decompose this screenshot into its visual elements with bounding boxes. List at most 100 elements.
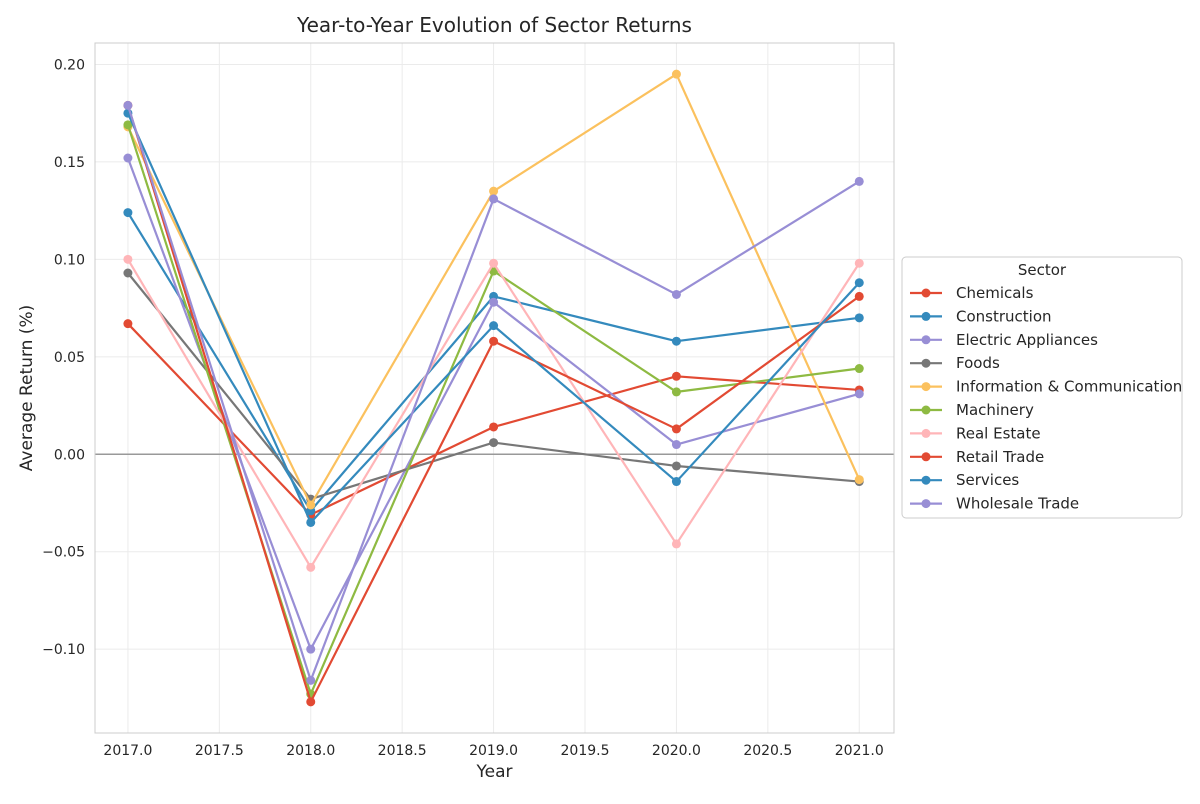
legend-label: Wholesale Trade — [956, 495, 1079, 513]
legend-item: Electric Appliances — [910, 331, 1098, 349]
data-point — [306, 697, 316, 707]
legend-item: Retail Trade — [910, 448, 1044, 466]
series-wholesale-trade — [123, 100, 864, 685]
legend-label: Services — [956, 471, 1019, 489]
chart-title: Year-to-Year Evolution of Sector Returns — [296, 13, 692, 37]
legend-item: Chemicals — [910, 284, 1034, 302]
data-point — [854, 389, 864, 399]
data-point — [854, 258, 864, 268]
legend-swatch-marker — [921, 405, 931, 415]
data-point — [489, 321, 499, 331]
legend-item: Machinery — [910, 401, 1034, 419]
y-tick-labels: −0.10 −0.05 0.00 0.05 0.10 0.15 0.20 — [42, 57, 85, 658]
data-point — [671, 440, 681, 450]
x-axis-label: Year — [476, 762, 513, 782]
x-tick-label: 2020.0 — [652, 743, 701, 759]
y-axis-label: Average Return (%) — [17, 305, 37, 471]
legend-items: Chemicals Construction Electric Appliances… — [910, 284, 1182, 513]
legend-label: Electric Appliances — [956, 331, 1098, 349]
data-point — [489, 194, 499, 204]
data-point — [854, 291, 864, 301]
legend-label: Chemicals — [956, 284, 1034, 302]
x-tick-label: 2019.5 — [561, 743, 610, 759]
x-tick-label: 2017.5 — [195, 743, 244, 759]
x-tick-label: 2018.5 — [378, 743, 427, 759]
data-point — [306, 644, 316, 654]
data-point — [489, 438, 499, 448]
legend-item: Real Estate — [910, 424, 1041, 442]
legend-label: Machinery — [956, 401, 1034, 419]
x-tick-label: 2021.0 — [835, 743, 884, 759]
legend-label: Information & Communication — [956, 378, 1182, 396]
legend-title: Sector — [1018, 261, 1067, 279]
legend-swatch-marker — [921, 475, 931, 485]
legend-swatch-marker — [921, 335, 931, 345]
data-point — [854, 475, 864, 485]
data-point — [123, 120, 133, 130]
data-point — [671, 477, 681, 487]
x-tick-label: 2020.5 — [743, 743, 792, 759]
y-tick-label: −0.10 — [42, 642, 85, 658]
legend-swatch-marker — [921, 428, 931, 438]
x-tick-label: 2018.0 — [286, 743, 335, 759]
plot-frame — [94, 42, 895, 734]
legend-swatch-marker — [921, 358, 931, 368]
legend: Sector Chemicals Construction Electric App… — [901, 256, 1183, 519]
series-real-estate — [123, 254, 864, 572]
data-point — [854, 278, 864, 288]
y-tick-label: 0.20 — [54, 57, 85, 73]
data-point — [306, 562, 316, 572]
legend-box — [901, 256, 1183, 519]
data-point — [671, 69, 681, 79]
data-point — [671, 289, 681, 299]
legend-item: Wholesale Trade — [910, 495, 1079, 513]
legend-swatch-marker — [921, 499, 931, 509]
data-point — [854, 364, 864, 374]
legend-item: Services — [910, 471, 1019, 489]
legend-label: Real Estate — [956, 424, 1041, 442]
data-point — [854, 176, 864, 186]
data-point — [489, 422, 499, 432]
data-point — [123, 208, 133, 218]
data-point — [671, 424, 681, 434]
y-tick-label: 0.15 — [54, 155, 85, 171]
data-point — [123, 268, 133, 278]
legend-label: Retail Trade — [956, 448, 1044, 466]
data-point — [123, 319, 133, 329]
data-point — [306, 500, 316, 510]
y-tick-label: 0.10 — [54, 252, 85, 268]
legend-label: Foods — [956, 354, 1000, 372]
series-services — [123, 108, 864, 527]
x-tick-label: 2017.0 — [103, 743, 152, 759]
data-point — [123, 254, 133, 264]
data-point — [671, 539, 681, 549]
legend-item: Information & Communication — [910, 378, 1182, 396]
data-point — [671, 336, 681, 346]
data-point — [489, 186, 499, 196]
legend-swatch-marker — [921, 382, 931, 392]
series-layer — [123, 69, 864, 707]
data-point — [671, 387, 681, 397]
y-tick-label: −0.05 — [42, 545, 85, 561]
data-point — [489, 258, 499, 268]
data-point — [671, 461, 681, 471]
y-tick-label: 0.05 — [54, 350, 85, 366]
data-point — [489, 297, 499, 307]
legend-label: Construction — [956, 307, 1052, 325]
legend-swatch-marker — [921, 311, 931, 321]
y-tick-label: 0.00 — [54, 447, 85, 463]
data-point — [671, 371, 681, 381]
data-point — [854, 313, 864, 323]
data-point — [306, 675, 316, 685]
legend-item: Foods — [910, 354, 1000, 372]
data-point — [306, 517, 316, 527]
data-point — [123, 153, 133, 163]
legend-swatch-marker — [921, 452, 931, 462]
x-tick-label: 2019.0 — [469, 743, 518, 759]
data-point — [489, 336, 499, 346]
legend-swatch-marker — [921, 288, 931, 298]
legend-item: Construction — [910, 307, 1052, 325]
data-point — [123, 100, 133, 110]
